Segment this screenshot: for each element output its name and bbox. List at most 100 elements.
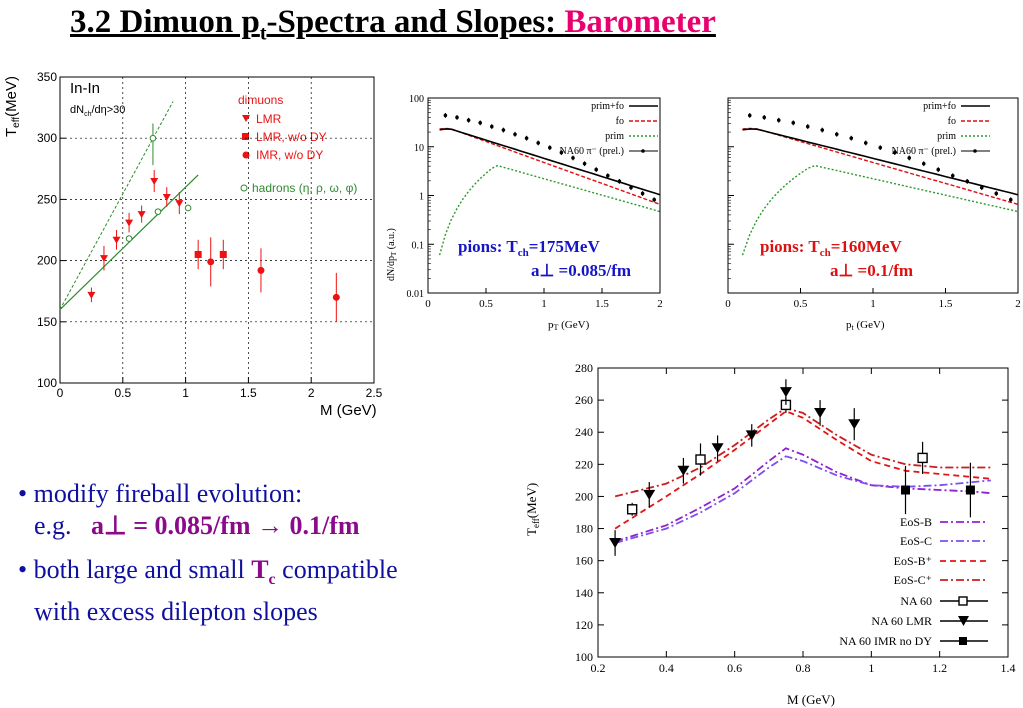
bullet-2-sub: c <box>268 571 276 589</box>
c3-data-point <box>965 179 970 184</box>
c3-data-point <box>994 191 999 196</box>
c3-data-point <box>776 118 781 123</box>
c3-data-point <box>863 141 868 145</box>
c1-xtick-label: 1 <box>182 386 189 400</box>
c4-xtick-label: 1.4 <box>1001 661 1016 675</box>
c2-data-point <box>524 136 529 140</box>
c4-ylabel: Teff(MeV) <box>524 483 541 536</box>
c2-data-point <box>536 141 540 145</box>
c1-lmr-point <box>175 200 184 208</box>
c1-xlabel: M (GeV) <box>320 402 377 419</box>
c3-axes: 0 0.5 1 1.5 2 <box>725 97 1021 310</box>
c1-legend-lmr-nody: LMR, w/o DY <box>256 130 327 144</box>
c4-curve-eosb-plus <box>614 410 991 530</box>
c3-pion-label-line1: pions: Tch=160MeV <box>760 237 902 259</box>
c1-legend-hadrons: hadrons (η, ρ, ω, φ) <box>252 181 357 195</box>
c1-lmr-point <box>162 193 171 201</box>
c4-legend-eosb-plus: EoS-B⁺ <box>894 554 932 568</box>
c1-legend-marker-lmr-nody <box>242 133 249 140</box>
bullet-2-line2-text: with excess dilepton slopes <box>34 597 318 627</box>
bullet-1-text: modify fireball evolution: <box>33 479 303 508</box>
c4-na60-point <box>917 452 928 464</box>
title-rest: -Spectra and Slopes: <box>266 4 565 40</box>
c1-legend-marker-hadrons <box>240 184 248 192</box>
c3-data-point <box>936 167 941 172</box>
bullet-1-formula: a⊥ = 0.085/fm → 0.1/fm <box>91 511 360 540</box>
c1-imr-point <box>257 266 265 274</box>
bullet-1-line2: e.g. a⊥ = 0.085/fm → 0.1/fm <box>18 510 398 542</box>
c3-xlabel: pt (GeV) <box>846 319 885 332</box>
c3-data-point <box>878 145 883 150</box>
c2-legend-na60: NA60 π⁻ (prel.) <box>560 146 624 157</box>
c1-lmr-point <box>150 178 159 186</box>
c1-frame <box>59 76 375 384</box>
c1-ytick-label: 200 <box>37 254 57 268</box>
teff-eos-plot: Teff(MeV) M (GeV) EoS-B EoS-C EoS-B⁺ EoS… <box>524 361 1016 707</box>
c1-legend-imr: IMR, w/o DY <box>256 148 323 162</box>
c3-data-point <box>747 113 752 118</box>
bullet-2: • both large and small Tc compatible <box>18 555 398 589</box>
c1-annotation-dnch: dNch/dη>30 <box>70 104 125 118</box>
c2-legend-fo: fo <box>616 116 624 127</box>
c1-legend-marker-lmr <box>242 115 250 122</box>
c4-xtick-label: 0.6 <box>727 661 742 675</box>
c1-xtick-label: 0.5 <box>114 386 131 400</box>
c2-data-point <box>513 132 517 137</box>
c1-ytick-label: 300 <box>37 131 57 145</box>
c4-ytick-label: 200 <box>575 489 593 503</box>
c2-axes: 0 0.5 1 1.5 2 0.01 0.1 1 10 100 <box>407 94 663 310</box>
c2-data-point <box>640 191 645 196</box>
title-sub: t <box>259 22 267 45</box>
c1-axes: 0 0.5 1 1.5 2 2.5 100 150 200 250 300 350 <box>37 70 383 400</box>
c4-curve-eosb <box>614 447 991 543</box>
c4-legend-na60-lmr: NA 60 LMR <box>871 614 932 628</box>
c4-lmr-point <box>711 443 724 454</box>
teff-mass-chart: Teff(MeV) M (GeV) In-In dNch/dη>30 dimuo… <box>2 67 384 425</box>
c4-lmr-point <box>643 489 656 500</box>
c2-legend-prim: prim <box>605 131 624 142</box>
c1-ytick-label: 150 <box>37 315 57 329</box>
title-main: 3.2 Dimuon p <box>70 4 260 40</box>
c3-data-point <box>791 120 796 125</box>
c3-data-point <box>950 173 955 178</box>
c4-curve-eosc <box>614 455 991 544</box>
c1-fit-line <box>59 174 199 310</box>
c4-na60-point <box>626 504 638 515</box>
c2-data-point <box>629 185 633 190</box>
c2-data-point <box>443 113 448 118</box>
c3-data-point <box>849 136 854 140</box>
c4-legend-na60-imr: NA 60 IMR no DY <box>839 634 932 648</box>
c1-hadron-point <box>125 235 133 242</box>
pion-spectrum-175-plot: dN/dpT (a.u.) pT (GeV) prim+fo fo prim N… <box>386 94 663 332</box>
c2-data-point <box>652 197 656 202</box>
c3-data-point <box>907 156 912 160</box>
c4-lmr-point <box>745 430 758 441</box>
c3-xtick-label: 1.5 <box>939 298 953 310</box>
bullet-list: • modify fireball evolution: e.g. a⊥ = 0… <box>18 478 398 628</box>
c2-data-point <box>501 128 506 132</box>
c3-xtick-label: 1 <box>870 298 876 310</box>
c3-data-point <box>834 132 839 137</box>
c1-hadron-point <box>149 134 157 142</box>
c3-legend-primfo: prim+fo <box>923 101 956 112</box>
c3-data-point <box>979 185 984 190</box>
c2-data-point <box>478 120 482 125</box>
c2-pion-label-line2: a⊥ =0.085/fm <box>531 261 631 280</box>
c4-xtick-label: 0.2 <box>591 661 606 675</box>
c4-ytick-label: 280 <box>575 361 593 375</box>
c4-lmr-point <box>609 538 622 549</box>
c1-lmr-point <box>137 211 146 219</box>
c2-data-point <box>559 150 564 155</box>
c2-data-point <box>594 167 598 172</box>
c2-xtick-label: 0.5 <box>479 298 493 310</box>
c2-data-point <box>455 115 459 120</box>
c1-legend-lmr: LMR <box>256 112 282 126</box>
c4-xtick-label: 0.8 <box>796 661 811 675</box>
c3-xtick-label: 0 <box>725 298 731 310</box>
c4-legend: EoS-B EoS-C EoS-B⁺ EoS-C⁺ NA 60 NA 60 LM… <box>839 515 988 648</box>
c1-hadron-point <box>184 204 192 212</box>
c4-ytick-label: 100 <box>575 650 593 664</box>
c1-hadron-point <box>154 208 162 215</box>
c1-ytick-label: 250 <box>37 192 57 206</box>
c2-curve-fo <box>439 127 661 206</box>
